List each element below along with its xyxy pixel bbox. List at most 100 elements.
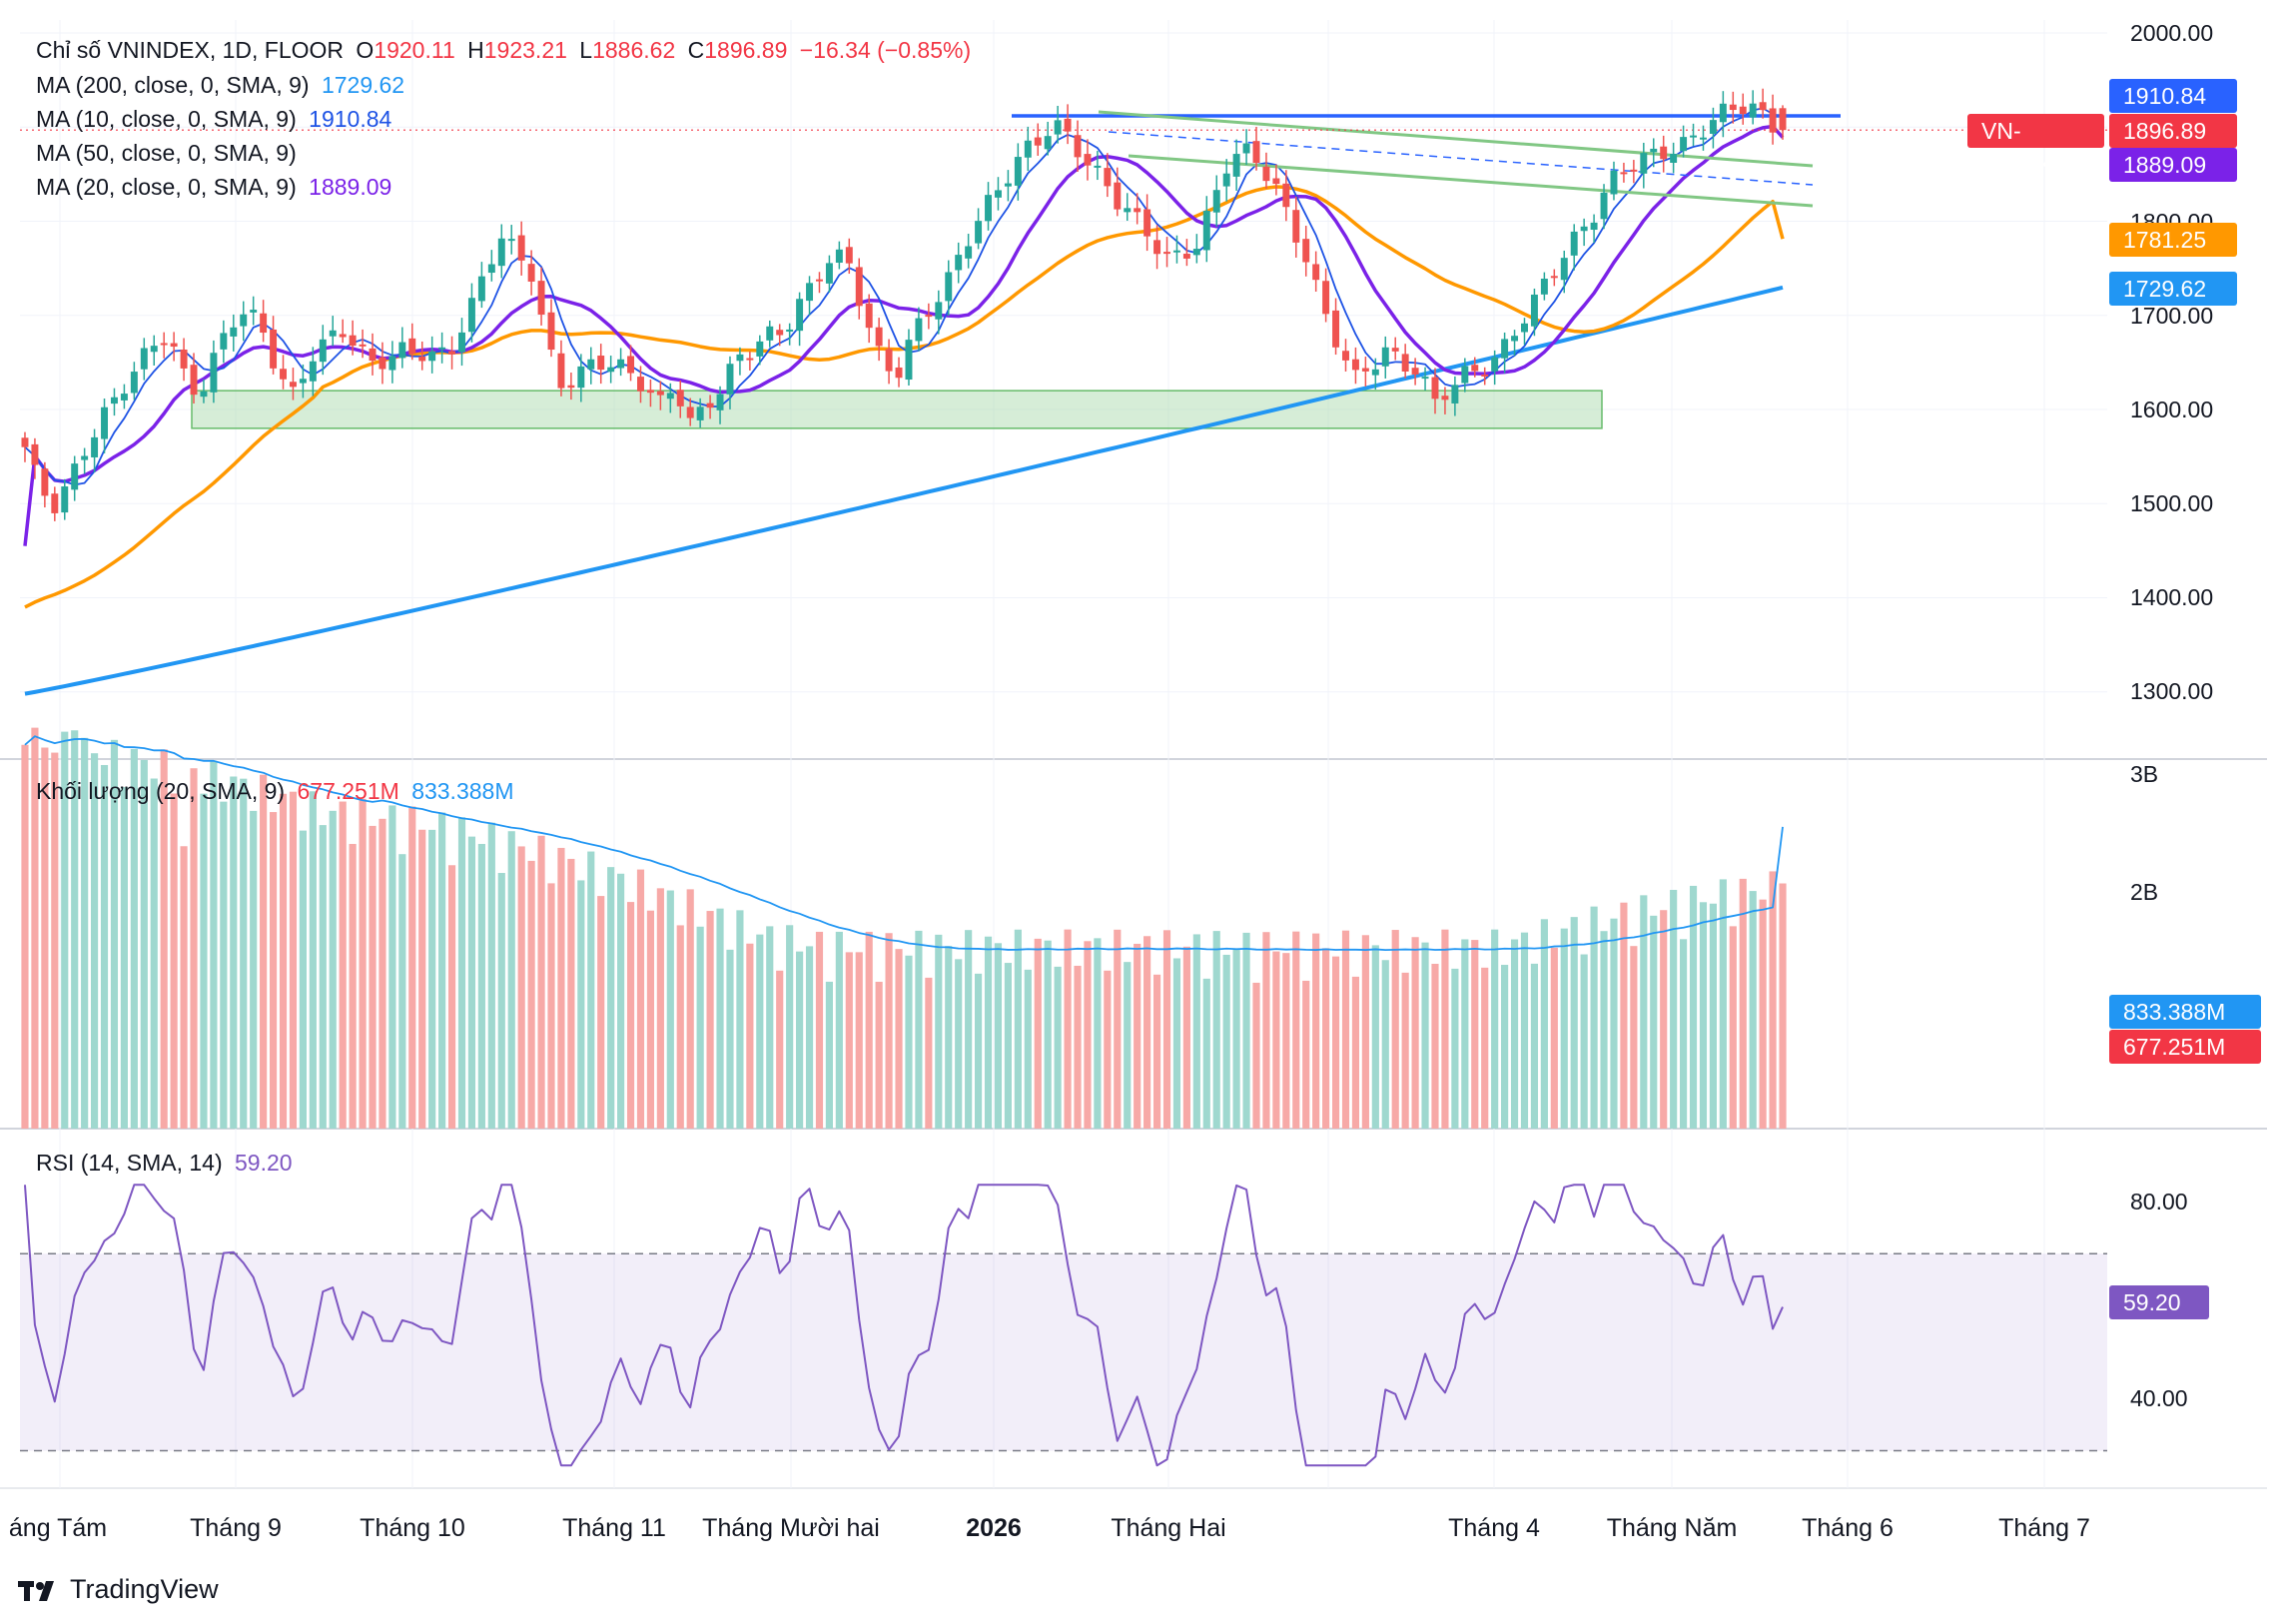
volume-bar	[1560, 928, 1568, 1129]
candle-body	[1749, 103, 1757, 118]
x-tick-aug: áng Tám	[8, 1514, 108, 1542]
candle-body	[1252, 141, 1260, 164]
change-value: −16.34 (−0.85%)	[799, 37, 972, 63]
volume-bar	[457, 817, 466, 1129]
volume-bar	[796, 951, 804, 1129]
candle-body	[557, 353, 565, 389]
candle-body	[220, 333, 228, 350]
volume-bar	[656, 888, 664, 1129]
volume-bar	[925, 977, 933, 1129]
candle-body	[130, 372, 138, 394]
volume-bar	[646, 910, 655, 1129]
candle-body	[925, 315, 933, 318]
volume-bar	[915, 930, 923, 1129]
volume-value: 677.251M	[297, 778, 399, 804]
candle-body	[1034, 137, 1042, 146]
candle-body	[1163, 252, 1170, 255]
volume-bar	[776, 970, 784, 1129]
volume-bar	[1192, 934, 1200, 1129]
volume-bar	[676, 925, 684, 1129]
open-value: 1920.11	[374, 37, 455, 63]
candle-body	[1560, 258, 1568, 281]
volume-bar	[260, 774, 268, 1129]
volume-bar	[90, 753, 99, 1129]
candle-body	[825, 263, 833, 284]
brand-text: TradingView	[70, 1574, 219, 1604]
candle-body	[646, 390, 654, 394]
volume-bar	[1182, 946, 1190, 1129]
candle-body	[865, 303, 873, 329]
candle-body	[1521, 323, 1528, 333]
ma10-label: MA (10, close, 0, SMA, 9)	[36, 106, 297, 132]
volume-bar	[1312, 933, 1320, 1129]
high-value: 1923.21	[483, 37, 567, 63]
volume-bar	[1699, 902, 1708, 1129]
volume-bar	[250, 810, 258, 1129]
volume-bar	[1074, 965, 1082, 1129]
y-tick-3b: 3B	[2130, 761, 2159, 787]
candle-body	[1302, 239, 1310, 263]
ma200-legend: MA (200, close, 0, SMA, 9) 1729.62	[36, 68, 410, 102]
candle-body	[369, 348, 377, 362]
candle-body	[1292, 210, 1300, 243]
ma20-value: 1889.09	[309, 174, 392, 200]
volume-bar	[1242, 932, 1250, 1129]
x-tick-may: Tháng Năm	[1606, 1514, 1738, 1542]
candle-body	[1202, 211, 1210, 251]
volume-bar	[140, 759, 148, 1129]
candle-body	[487, 264, 495, 274]
volume-bar	[1660, 910, 1668, 1129]
volume-bar	[51, 752, 59, 1129]
volume-bar	[607, 867, 615, 1129]
volume-bar	[1252, 982, 1260, 1129]
volume-bar	[557, 847, 565, 1129]
volume-bar	[100, 764, 109, 1129]
x-tick-dec: Tháng Mười hai	[702, 1514, 880, 1542]
volume-bar	[1084, 941, 1092, 1129]
candle-body	[1094, 165, 1102, 168]
candle-body	[994, 190, 1002, 198]
channel-lower-line	[1128, 154, 1814, 208]
volume-bar	[349, 843, 357, 1129]
candle-body	[1222, 173, 1230, 187]
candle-body	[756, 341, 764, 357]
volume-ma-value: 833.388M	[411, 778, 514, 804]
candle-body	[627, 356, 635, 374]
candle-body	[1104, 168, 1112, 187]
volume-tag: 677.251M	[2109, 1030, 2261, 1064]
x-tick-2026: 2026	[966, 1514, 1022, 1542]
volume-bar	[885, 933, 893, 1129]
ma20-label: MA (20, close, 0, SMA, 9)	[36, 174, 297, 200]
volume-bar	[120, 787, 128, 1129]
candle-body	[1511, 336, 1519, 342]
volume-bar	[1272, 951, 1280, 1129]
candle-body	[1580, 226, 1588, 232]
volume-bar	[686, 889, 694, 1129]
volume-bar	[418, 829, 426, 1129]
candle-body	[507, 239, 515, 242]
y-tick-2000: 2000.00	[2130, 20, 2214, 46]
volume-bar	[1292, 931, 1300, 1129]
volume-bar	[1124, 962, 1132, 1129]
volume-bar	[835, 931, 843, 1129]
volume-bar	[855, 952, 863, 1129]
volume-bar	[974, 973, 983, 1129]
volume-bar	[865, 931, 873, 1129]
volume-bar	[955, 959, 963, 1129]
volume-bar	[1540, 919, 1548, 1129]
candle-body	[1759, 102, 1767, 111]
tradingview-logo[interactable]: TradingView	[18, 1574, 219, 1605]
candle-body	[1322, 281, 1330, 315]
ma200-price-tag: 1729.62	[2109, 272, 2237, 306]
volume-bar	[1501, 965, 1509, 1129]
candle-body	[835, 249, 843, 264]
volume-bar	[935, 934, 943, 1129]
volume-bar	[388, 805, 396, 1129]
volume-bar	[1491, 929, 1499, 1129]
candle-body	[1371, 369, 1379, 376]
x-tick-feb: Tháng Hai	[1111, 1514, 1226, 1542]
x-tick-oct: Tháng 10	[360, 1514, 465, 1542]
volume-bar	[1650, 915, 1658, 1129]
rsi-value: 59.20	[235, 1150, 293, 1176]
